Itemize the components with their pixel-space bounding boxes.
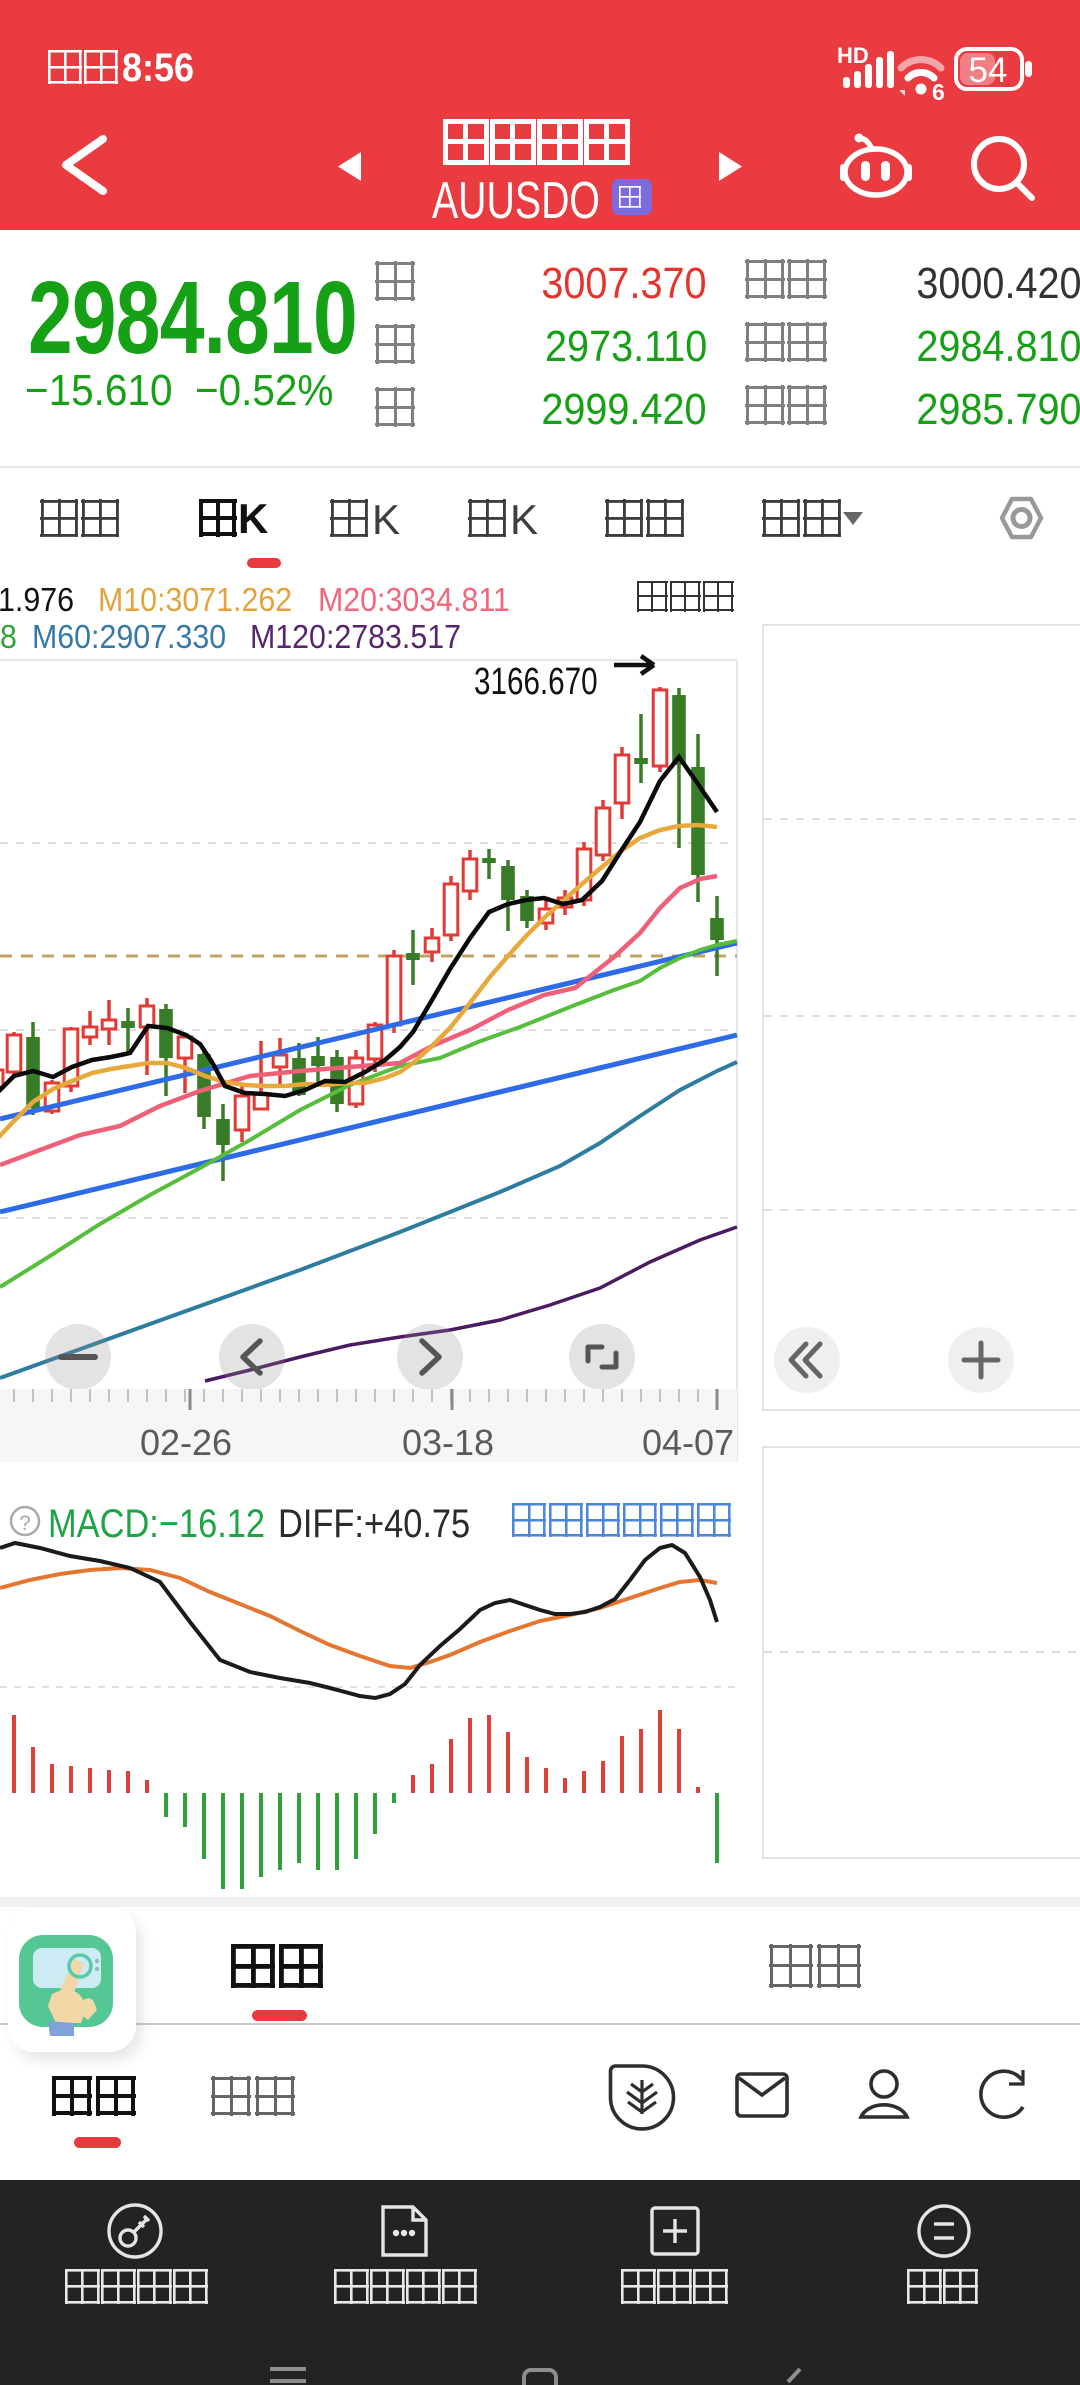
svg-text:?: ?: [19, 1512, 31, 1535]
svg-text:6: 6: [932, 79, 945, 105]
svg-text:54: 54: [969, 51, 1008, 90]
svg-text:HD: HD: [837, 43, 869, 68]
